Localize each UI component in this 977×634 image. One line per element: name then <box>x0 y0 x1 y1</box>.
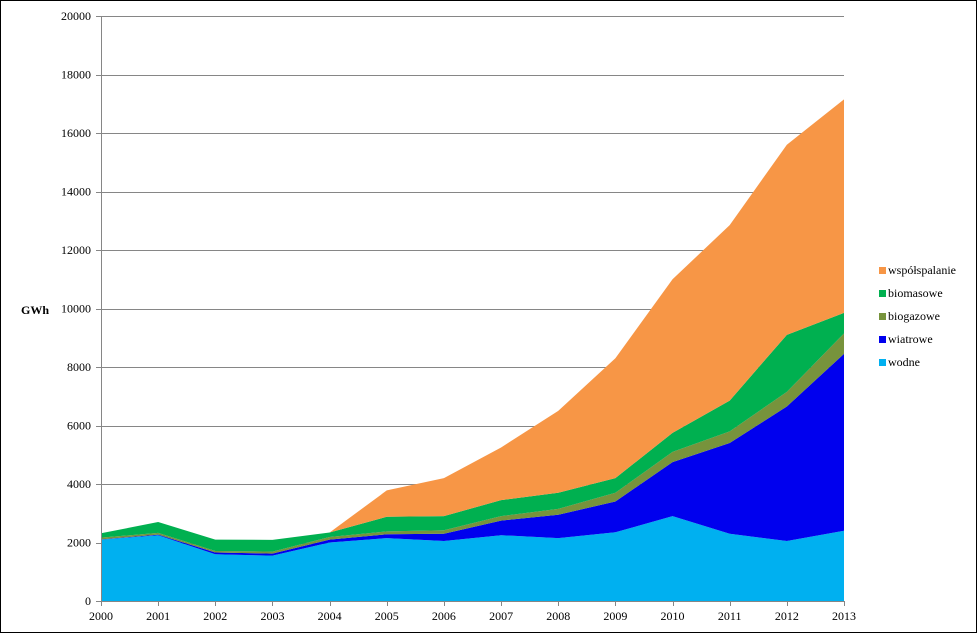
y-tick-labels: 0 2000 4000 6000 8000 10000 12000 14000 16000 180… <box>61 9 91 608</box>
legend-swatch <box>879 313 886 320</box>
axes <box>96 16 845 606</box>
area-series <box>101 99 844 601</box>
legend-label: biomasowe <box>888 286 943 300</box>
y-tick-label: 16000 <box>61 126 91 140</box>
y-tick-label: 14000 <box>61 185 91 199</box>
area-wiatrowe <box>101 353 844 556</box>
y-tick-label: 6000 <box>67 419 91 433</box>
area-współspalanie <box>101 99 844 540</box>
legend-label: współspalanie <box>888 263 956 277</box>
y-tick-label: 12000 <box>61 243 91 257</box>
y-tick-label: 20000 <box>61 9 91 23</box>
legend-label: wiatrowe <box>888 332 933 346</box>
x-tick-label: 2009 <box>603 609 627 623</box>
x-tick-label: 2013 <box>832 609 856 623</box>
legend-swatch <box>879 290 886 297</box>
y-tick-label: 2000 <box>67 536 91 550</box>
y-tick-label: 8000 <box>67 360 91 374</box>
x-tick-label: 2002 <box>203 609 227 623</box>
y-tick-label: 4000 <box>67 477 91 491</box>
x-tick-label: 2003 <box>260 609 284 623</box>
x-tick-label: 2005 <box>375 609 399 623</box>
y-tick-label: 0 <box>85 594 91 608</box>
x-tick-label: 2010 <box>661 609 685 623</box>
area-wodne <box>101 516 844 601</box>
x-tick-label: 2012 <box>775 609 799 623</box>
legend-label: biogazowe <box>888 309 940 323</box>
y-tick-label: 18000 <box>61 68 91 82</box>
legend-swatch <box>879 267 886 274</box>
x-tick-label: 2007 <box>489 609 513 623</box>
x-tick-label: 2008 <box>546 609 570 623</box>
y-tick-label: 10000 <box>61 302 91 316</box>
area-biomasowe <box>101 312 844 552</box>
legend-swatch <box>879 336 886 343</box>
legend: współspalanie biomasowe biogazowe wiatrowe w… <box>879 263 956 369</box>
x-tick-label: 2000 <box>89 609 113 623</box>
y-axis-label: GWh <box>21 303 49 317</box>
x-tick-labels: 2000 2001 2002 2003 2004 2005 2006 2007 2008 2009… <box>89 609 856 623</box>
legend-swatch <box>879 359 886 366</box>
x-tick-label: 2004 <box>318 609 342 623</box>
x-tick-label: 2011 <box>718 609 742 623</box>
x-tick-label: 2001 <box>146 609 170 623</box>
x-tick-label: 2006 <box>432 609 456 623</box>
legend-label: wodne <box>888 355 920 369</box>
